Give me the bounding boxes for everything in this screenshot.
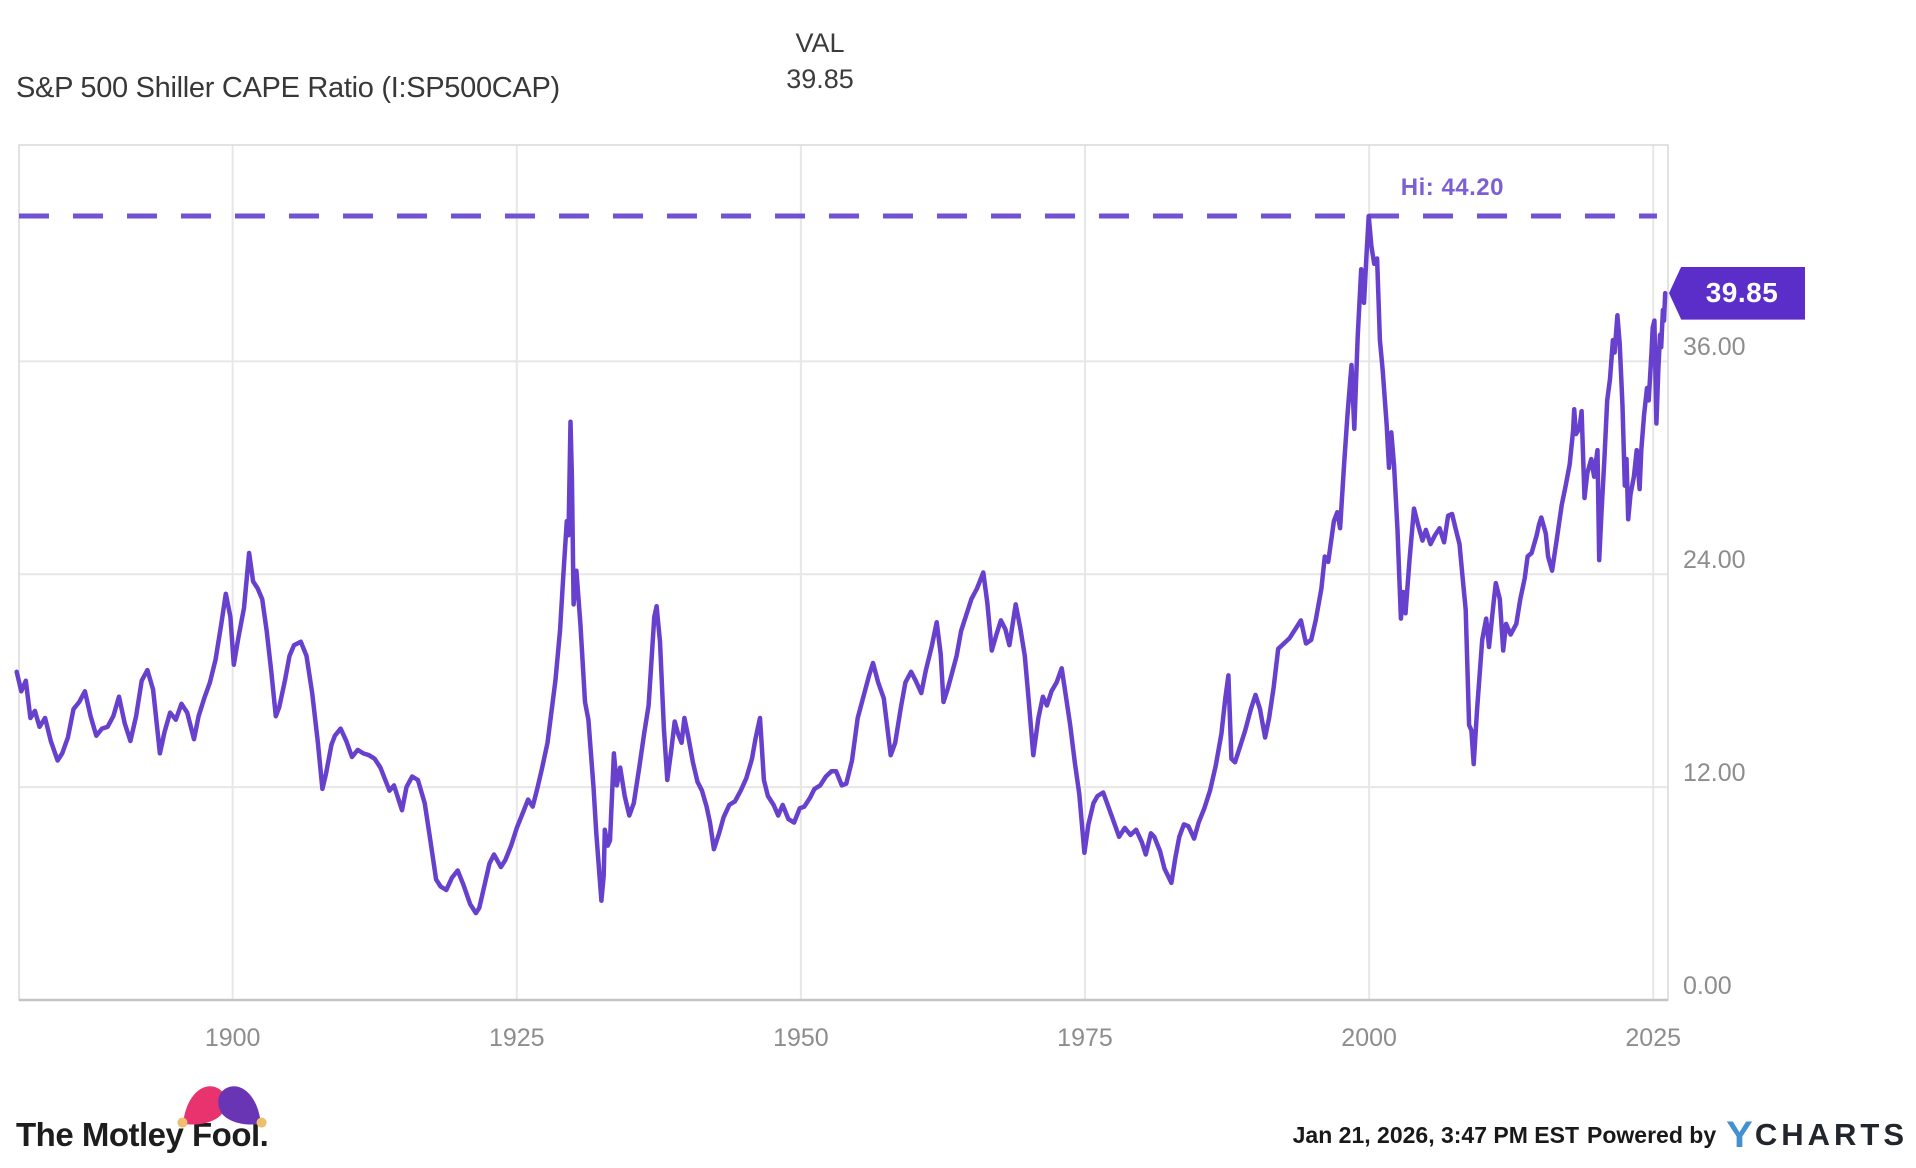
x-tick-label: 2000 (1341, 1024, 1397, 1052)
footer-attribution: Jan 21, 2026, 3:47 PM EST Powered by Y C… (1293, 1110, 1908, 1160)
plot-border (18, 144, 1669, 1001)
x-tick-label: 2025 (1625, 1024, 1682, 1052)
x-tick-label: 1900 (204, 1024, 261, 1052)
chart-title: S&P 500 Shiller CAPE Ratio (I:SP500CAP) (16, 72, 560, 104)
x-tick-label: 1950 (773, 1024, 829, 1052)
ycharts-logo: Y CHARTS (1726, 1115, 1908, 1155)
jester-hat-icon (177, 1086, 267, 1128)
cape-line (14, 213, 1668, 916)
last-value-text: 39.85 (1705, 277, 1779, 309)
ycharts-y-icon: Y (1726, 1114, 1753, 1156)
x-tick-label: 1975 (1057, 1024, 1113, 1052)
metric-current-value: 39.85 (786, 64, 854, 94)
powered-by-label: Powered by (1587, 1121, 1717, 1148)
metric-column-header: VAL (795, 28, 845, 58)
motley-fool-wordmark: The Motley Fool. (16, 1116, 269, 1153)
ycharts-wordmark: CHARTS (1754, 1117, 1908, 1152)
y-tick-label: 36.00 (1683, 333, 1746, 362)
high-annotation-label: Hi: 44.20 (1400, 173, 1504, 201)
timestamp: Jan 21, 2026, 3:47 PM EST (1292, 1121, 1580, 1148)
last-value-badge: 39.85 (1669, 266, 1805, 320)
y-tick-label: 12.00 (1683, 759, 1746, 788)
y-tick-label: 24.00 (1683, 546, 1746, 575)
y-tick-label: 0.00 (1683, 972, 1732, 1000)
x-tick-label: 1925 (488, 1024, 545, 1052)
